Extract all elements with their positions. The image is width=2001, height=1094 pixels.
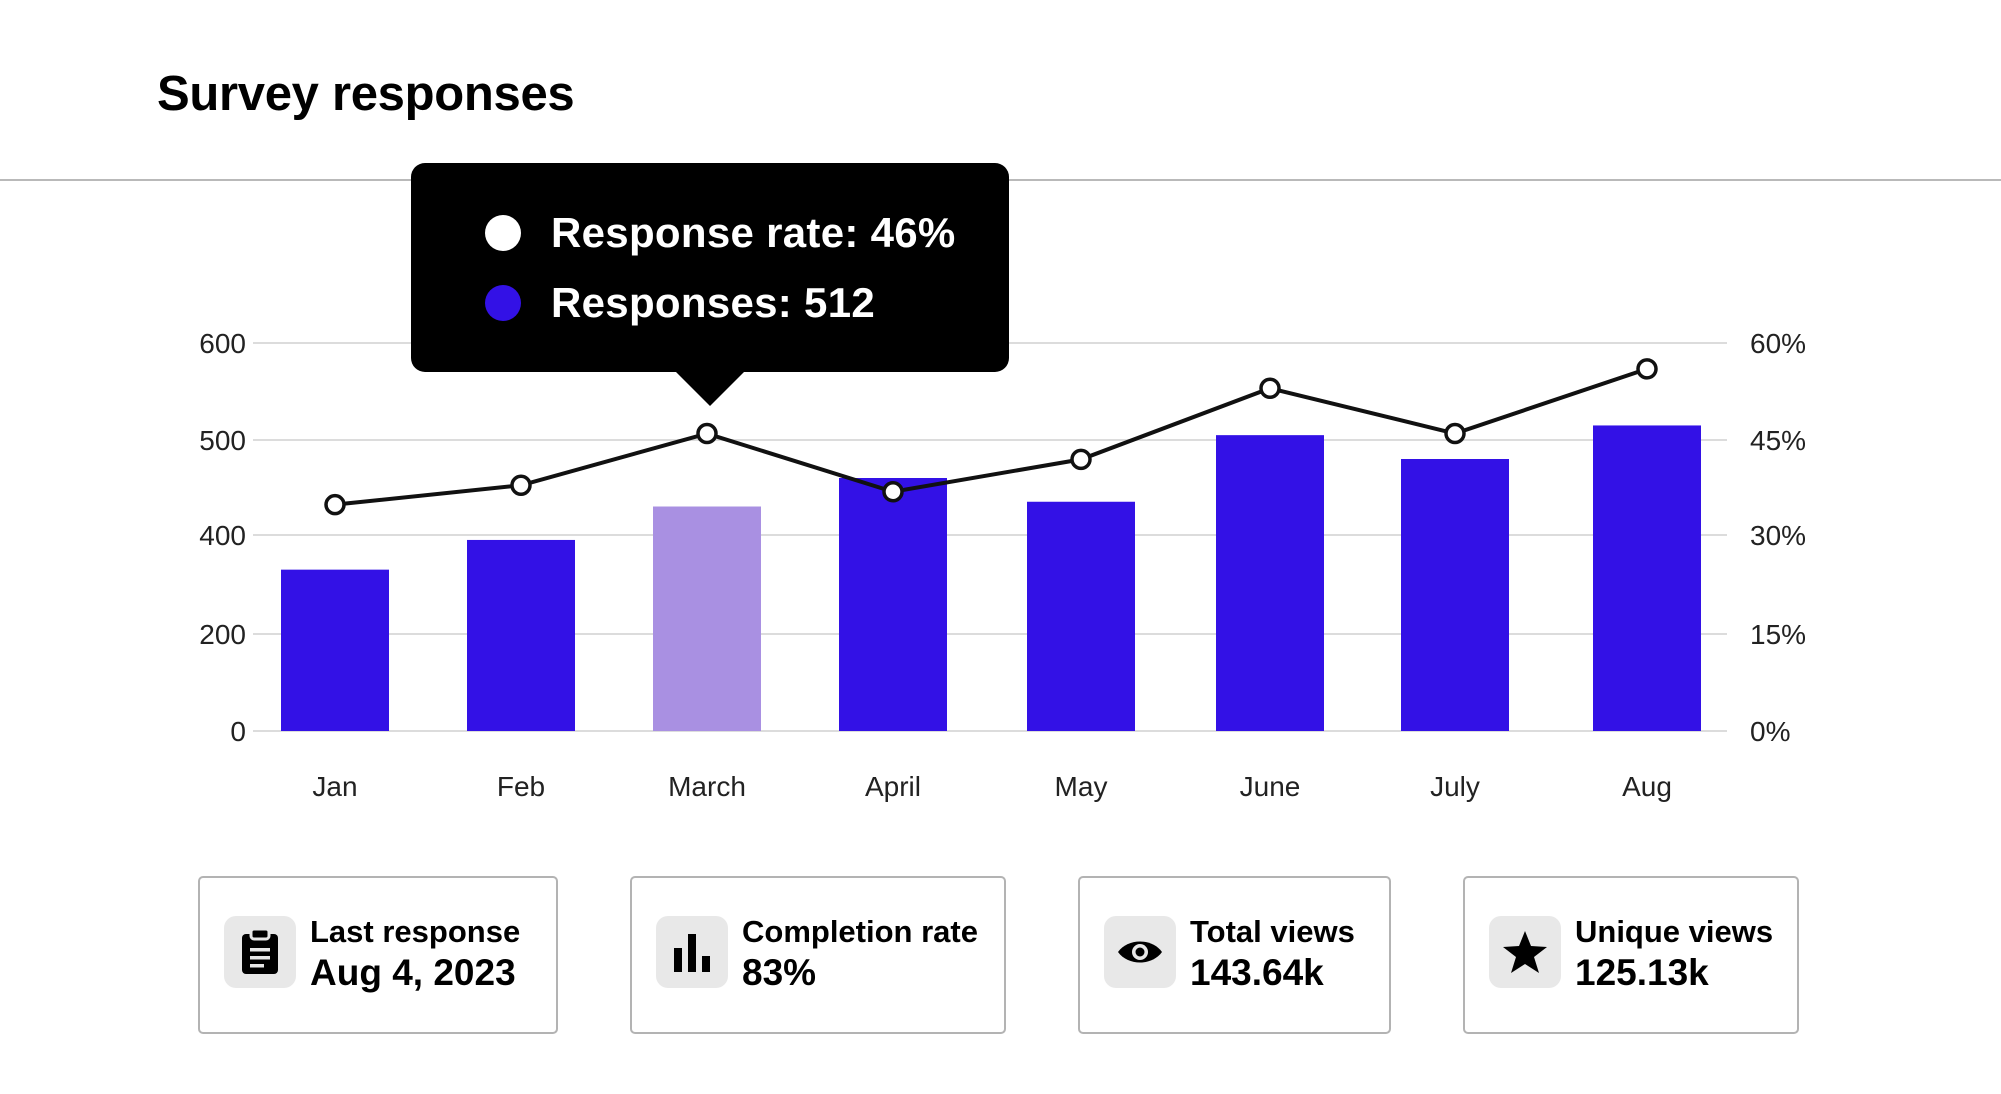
rate-point [1070, 448, 1092, 471]
bar-march [653, 506, 761, 731]
stat-card-last-response[interactable]: Last response Aug 4, 2023 [198, 876, 558, 1034]
clipboard-icon [224, 916, 296, 988]
tooltip-row-responses: Responses: 512 [485, 279, 875, 327]
stat-value: 83% [742, 952, 817, 993]
bar-chart-icon [656, 916, 728, 988]
rate-line [334, 366, 1648, 507]
rate-point [1444, 422, 1466, 445]
left-tick-label: 600 [199, 328, 246, 359]
tooltip-arrow [674, 370, 746, 406]
x-tick-label: June [1240, 771, 1301, 802]
axis-labels: 0 200 400 500 600 0% 15% 30% 45% 60% Jan Feb March Ap… [199, 328, 1806, 802]
stat-label: Unique views [1575, 914, 1774, 949]
left-tick-label: 0 [230, 716, 246, 747]
x-tick-label: Feb [497, 771, 545, 802]
bar-may [1027, 501, 1135, 731]
stat-value: 143.64k [1190, 952, 1324, 993]
tooltip-rate-text: Response rate: 46% [551, 209, 956, 256]
bar-feb [467, 539, 575, 731]
response-bars [281, 425, 1701, 731]
stat-card-unique-views[interactable]: Unique views 125.13k [1463, 876, 1799, 1034]
survey-chart: 0 200 400 500 600 0% 15% 30% 45% 60% Jan Feb March Ap… [199, 328, 1806, 802]
star-icon [1489, 916, 1561, 988]
rate-point [510, 474, 532, 497]
tooltip-row-rate: Response rate: 46% [485, 209, 956, 257]
right-tick-label: 60% [1750, 328, 1806, 359]
rate-point [696, 422, 718, 445]
stat-card-total-views[interactable]: Total views 143.64k [1078, 876, 1391, 1034]
right-tick-label: 30% [1750, 520, 1806, 551]
response-rate-line [324, 358, 1658, 516]
page-title: Survey responses [157, 67, 575, 121]
left-tick-label: 500 [199, 425, 246, 456]
x-tick-label: March [668, 771, 746, 802]
bar-july [1401, 459, 1509, 731]
rate-point [1259, 377, 1281, 400]
eye-icon [1104, 916, 1176, 988]
tooltip-responses-text: Responses: 512 [551, 279, 876, 326]
right-tick-label: 15% [1750, 619, 1806, 650]
chart-tooltip: Response rate: 46% Responses: 512 [411, 163, 1009, 372]
bar-june [1216, 435, 1324, 731]
rate-point [1636, 358, 1658, 380]
stat-label: Completion rate [742, 914, 978, 949]
x-tick-label: May [1055, 771, 1108, 802]
x-tick-label: Aug [1622, 771, 1672, 802]
bar-jan [281, 569, 389, 731]
tooltip-responses-marker [485, 285, 521, 321]
right-tick-label: 0% [1750, 716, 1790, 747]
stat-label: Total views [1190, 914, 1355, 949]
left-tick-label: 400 [199, 520, 246, 551]
x-tick-label: Jan [312, 771, 357, 802]
stat-value: Aug 4, 2023 [310, 952, 516, 993]
x-tick-label: July [1430, 771, 1480, 802]
stat-card-completion-rate[interactable]: Completion rate 83% [630, 876, 1006, 1034]
bar-april [839, 478, 947, 731]
x-tick-label: April [865, 771, 921, 802]
rate-point [882, 480, 904, 503]
stat-label: Last response [310, 914, 521, 949]
right-tick-label: 45% [1750, 425, 1806, 456]
rate-point [324, 493, 346, 516]
left-tick-label: 200 [199, 619, 246, 650]
tooltip-rate-marker [485, 215, 521, 251]
stat-value: 125.13k [1575, 952, 1709, 993]
bar-aug [1593, 425, 1701, 731]
